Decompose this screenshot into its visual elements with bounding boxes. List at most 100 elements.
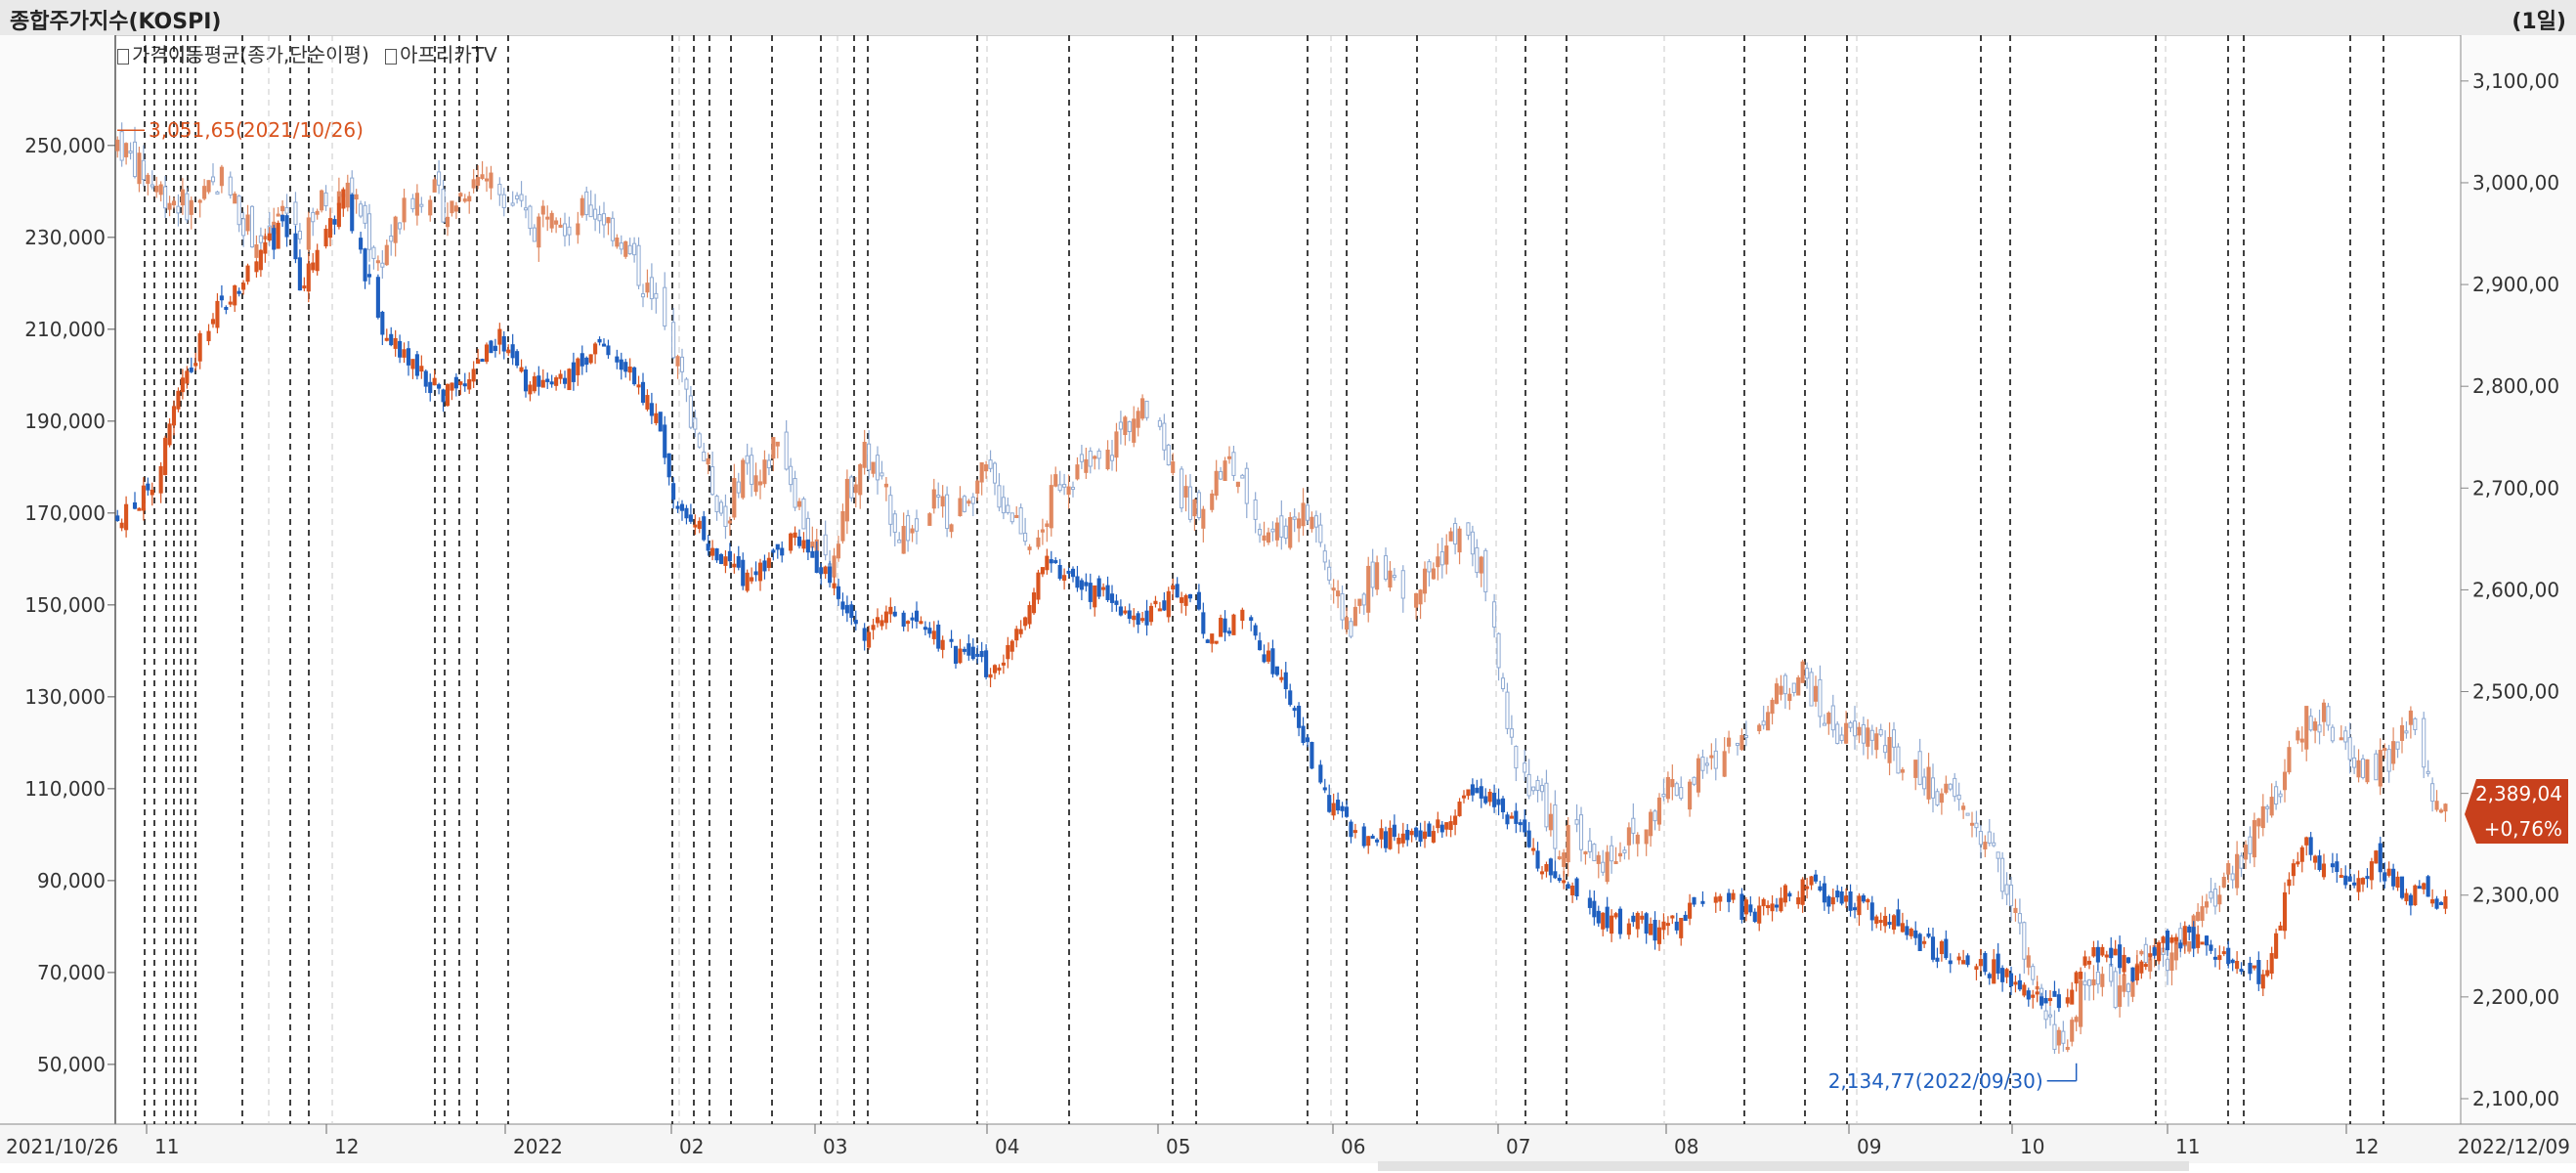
- candle-body: [992, 462, 998, 484]
- candle-body: [359, 238, 364, 250]
- candle-body: [1891, 729, 1897, 748]
- candle-body: [1136, 411, 1140, 428]
- candle-body: [1922, 776, 1927, 790]
- candle-body: [1166, 444, 1171, 466]
- candle-body: [1370, 835, 1375, 839]
- candle-body: [2339, 875, 2343, 879]
- candle-body: [906, 515, 911, 542]
- candle-body: [958, 648, 963, 664]
- candle-body: [1093, 585, 1097, 608]
- candle-body: [1562, 880, 1567, 884]
- candle-body: [2282, 891, 2288, 932]
- legend-item-ma[interactable]: 가격이동평균(종가,단순이평): [117, 43, 369, 66]
- candle-body: [437, 384, 442, 389]
- candle-body: [1626, 923, 1631, 935]
- candle-body: [380, 311, 385, 335]
- candle-body: [336, 202, 341, 228]
- candle-body: [1166, 590, 1171, 618]
- candle-body: [398, 340, 403, 358]
- candle-body: [1070, 568, 1076, 578]
- candle-body: [2082, 980, 2087, 986]
- candle-body: [2335, 861, 2340, 873]
- left-tick-label: 210,000: [24, 318, 106, 341]
- candle-body: [1566, 884, 1570, 890]
- candle-body: [540, 379, 545, 388]
- right-axis-panel: [2461, 35, 2576, 1124]
- x-tick-label: 11: [154, 1135, 179, 1158]
- candle-body: [2113, 971, 2118, 1009]
- candle-body: [784, 431, 789, 470]
- period-label[interactable]: (1일): [2512, 10, 2566, 34]
- candle-body: [2026, 955, 2031, 968]
- candle-body: [2413, 717, 2418, 731]
- candle-body: [849, 604, 854, 619]
- candle-body: [158, 184, 163, 196]
- candle-body: [1587, 840, 1592, 852]
- candle-body: [1162, 600, 1167, 611]
- candle-body: [714, 548, 719, 561]
- candle-body: [2274, 933, 2279, 959]
- candle-body: [2321, 863, 2327, 878]
- candle-body: [389, 333, 394, 346]
- candle-body: [710, 547, 715, 556]
- candle-body: [2082, 956, 2087, 966]
- candle-body: [258, 235, 263, 243]
- low-annotation: 2,134,77(2022/09/30): [1828, 1069, 2043, 1093]
- candle-body: [775, 543, 780, 550]
- candle-body: [375, 277, 380, 318]
- candle-body: [2204, 901, 2210, 908]
- candle-body: [1956, 956, 1961, 961]
- candle-body: [2304, 706, 2309, 750]
- stock-candles: [115, 187, 2448, 1013]
- candle-body: [1075, 576, 1080, 588]
- candle-body: [1617, 852, 1623, 857]
- candle-body: [2326, 706, 2331, 726]
- candle-body: [1900, 769, 1905, 773]
- candle-body: [1114, 600, 1119, 605]
- candle-body: [654, 292, 659, 299]
- candle-body: [219, 166, 224, 187]
- candle-body: [1969, 822, 1975, 826]
- candle-body: [1818, 886, 1823, 891]
- candle-body: [2299, 847, 2304, 862]
- candle-body: [1992, 959, 1996, 984]
- candle-body: [2265, 805, 2270, 809]
- candle-body: [580, 353, 584, 367]
- candle-body: [645, 282, 650, 293]
- candle-body: [1818, 678, 1823, 717]
- candle-body: [1679, 787, 1684, 800]
- candle-body: [1965, 812, 1970, 816]
- candle-body: [2265, 970, 2270, 977]
- candle-body: [1974, 966, 1979, 971]
- x-tick-label: 02: [679, 1135, 704, 1158]
- candle-body: [1748, 904, 1753, 913]
- candle-body: [615, 356, 620, 363]
- candle-body: [1123, 610, 1128, 614]
- candle-body: [1400, 570, 1405, 599]
- candle-body: [1492, 793, 1497, 807]
- candle-body: [2278, 925, 2283, 932]
- candle-body: [2282, 771, 2288, 791]
- candle-body: [1123, 416, 1128, 436]
- candle-body: [1192, 499, 1197, 517]
- candle-body: [2130, 979, 2135, 997]
- candle-body: [1375, 562, 1380, 590]
- candle-body: [1448, 821, 1453, 831]
- candle-body: [1805, 668, 1810, 679]
- candle-body: [2000, 968, 2005, 982]
- candle-body: [1809, 672, 1814, 707]
- candle-body: [606, 217, 611, 224]
- candle-body: [528, 205, 533, 230]
- candle-body: [506, 349, 511, 354]
- candle-body: [1288, 516, 1293, 548]
- candle-body: [1722, 751, 1727, 777]
- candle-body: [2235, 960, 2240, 970]
- candle-body: [245, 265, 250, 282]
- candle-body: [1336, 590, 1341, 597]
- candle-body: [1670, 915, 1675, 919]
- legend-item-stock[interactable]: 아프리카TV: [385, 43, 497, 66]
- candle-body: [519, 194, 524, 201]
- candle-body: [1796, 896, 1801, 905]
- candle-body: [2065, 1046, 2070, 1050]
